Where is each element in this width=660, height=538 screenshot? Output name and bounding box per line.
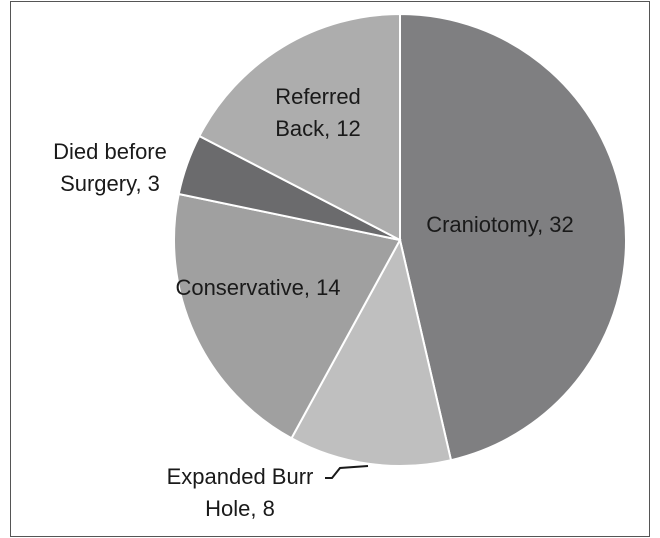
frame [10, 1, 650, 537]
pie-slice [399, 12, 627, 462]
leader-line [325, 465, 369, 479]
slice-label: Died before Surgery, 3 [53, 139, 167, 196]
slice-label: Craniotomy, 32 [426, 212, 574, 237]
pie-slice [290, 237, 453, 467]
slice-label: Expanded Burr Hole, 8 [166, 464, 314, 521]
pie-slice [197, 12, 401, 242]
slice-label: Referred Back, 12 [275, 84, 361, 141]
slice-label: Conservative, 14 [175, 275, 341, 300]
pie-slice [173, 192, 402, 440]
